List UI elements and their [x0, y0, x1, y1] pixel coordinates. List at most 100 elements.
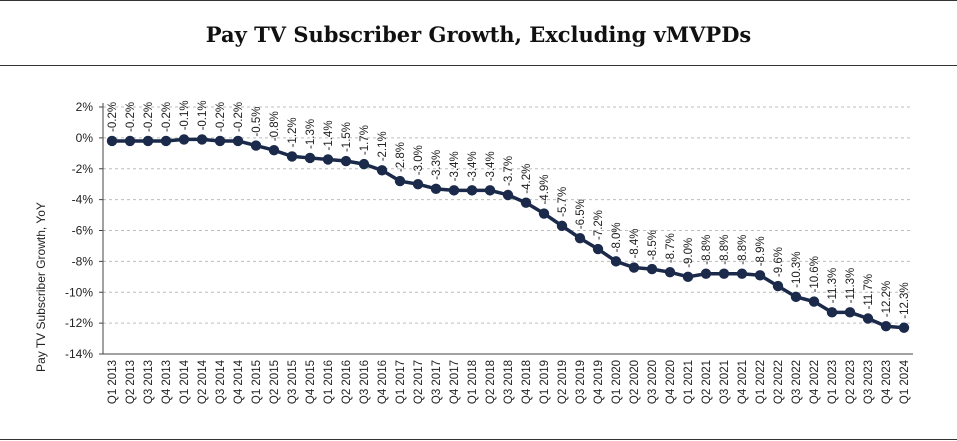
y-tick-label: 2% [76, 100, 94, 114]
data-point [250, 140, 262, 151]
x-tick-label: Q1 2017 [395, 360, 407, 404]
data-label: -3.4% [467, 151, 479, 181]
y-tick-labels: 2% 0% -2% -4% -6% -8% -10% -12% -14% [65, 100, 93, 361]
line-chart: -0.2% -0.2% -0.2% -0.2% -0.1% -0.1% -0.2% -0.2%… [34, 100, 913, 404]
data-point [700, 268, 712, 279]
data-label: -0.8% [269, 111, 281, 141]
data-point [664, 266, 676, 278]
data-point [772, 280, 784, 292]
x-tick-label: Q3 2017 [431, 360, 443, 404]
data-point [790, 291, 802, 303]
data-point [610, 256, 622, 267]
data-point [592, 243, 604, 255]
y-tick-label: -6% [72, 224, 94, 238]
data-label: -1.2% [287, 117, 299, 147]
data-point [268, 145, 280, 156]
x-tick-label: Q3 2022 [791, 360, 803, 404]
x-tick-label: Q4 2020 [665, 360, 677, 404]
x-tick-label: Q1 2014 [179, 359, 191, 404]
data-point [214, 135, 226, 147]
x-tick-label: Q1 2019 [539, 360, 551, 404]
x-tick-label: Q4 2017 [449, 360, 461, 404]
data-label: -11.3% [827, 268, 839, 304]
x-tick-label: Q1 2021 [683, 360, 695, 404]
data-label: -12.3% [899, 282, 911, 318]
data-point [412, 178, 424, 190]
x-tick-label: Q4 2022 [809, 360, 821, 404]
data-point [376, 165, 388, 176]
x-tick-label: Q3 2020 [647, 360, 659, 404]
y-tick-label: -10% [65, 285, 93, 299]
data-label: -0.2% [107, 102, 119, 132]
x-tick-label: Q3 2015 [287, 360, 299, 404]
x-tick-label: Q3 2019 [575, 360, 587, 404]
y-tick-label: -2% [72, 162, 94, 176]
data-label: -9.6% [773, 247, 785, 277]
x-tick-label: Q2 2014 [197, 359, 209, 404]
x-tick-label: Q3 2016 [359, 360, 371, 404]
top-rule [0, 0, 957, 1]
data-label: -3.7% [503, 156, 515, 186]
data-label: -8.5% [647, 230, 659, 260]
data-point [394, 175, 406, 187]
x-tick-label: Q4 2016 [377, 360, 389, 404]
data-label: -8.7% [665, 233, 677, 263]
x-tick-label: Q2 2023 [845, 360, 857, 404]
data-label: -11.3% [845, 268, 857, 304]
data-label: -8.0% [611, 222, 623, 252]
x-tick-label: Q4 2014 [233, 359, 245, 404]
data-label: -11.7% [863, 274, 875, 310]
data-label: -7.2% [593, 210, 605, 240]
data-label: -0.1% [179, 100, 191, 130]
title-rule [0, 65, 957, 66]
data-label: -1.4% [323, 120, 335, 150]
x-tick-label: Q1 2024 [899, 359, 911, 404]
data-label: -2.8% [395, 142, 407, 172]
data-label: -8.8% [701, 235, 713, 265]
data-label: -2.1% [377, 131, 389, 161]
data-point [754, 270, 766, 281]
data-point [484, 185, 496, 196]
x-tick-label: Q2 2013 [125, 360, 137, 404]
data-point [556, 220, 568, 232]
y-axis-title: Pay TV Subscriber Growth, YoY [34, 202, 48, 372]
data-point [898, 322, 910, 333]
x-tick-label: Q2 2021 [701, 360, 713, 404]
x-tick-label: Q2 2019 [557, 360, 569, 404]
x-tick-label: Q2 2018 [485, 360, 497, 404]
y-tick-label: -12% [65, 316, 93, 330]
data-point [286, 151, 298, 162]
data-point [862, 313, 874, 324]
data-point [232, 135, 244, 147]
x-tick-label: Q1 2015 [251, 360, 263, 404]
x-tick-label: Q3 2018 [503, 360, 515, 404]
data-label: -5.7% [557, 187, 569, 217]
data-label: -8.8% [737, 235, 749, 265]
data-point [106, 135, 118, 147]
x-tick-label: Q4 2018 [521, 360, 533, 404]
data-point [160, 135, 172, 147]
data-point [520, 197, 532, 208]
data-label: -12.2% [881, 281, 893, 317]
x-tick-label: Q2 2017 [413, 360, 425, 404]
data-point [340, 155, 352, 167]
data-label: -8.8% [719, 235, 731, 265]
grid-lines [103, 106, 913, 324]
data-point [430, 183, 442, 195]
x-tick-label: Q3 2021 [719, 360, 731, 404]
data-label: -3.4% [485, 151, 497, 181]
data-point [628, 262, 640, 273]
data-point [826, 307, 838, 318]
data-label: -1.3% [305, 119, 317, 149]
data-label: -6.5% [575, 199, 587, 229]
bottom-rule [0, 439, 957, 440]
data-label: -3.0% [413, 145, 425, 175]
x-tick-label: Q2 2015 [269, 360, 281, 404]
data-point [142, 135, 154, 147]
data-point [808, 296, 820, 307]
x-tick-label: Q4 2023 [881, 360, 893, 404]
data-point [178, 134, 190, 145]
data-label: -0.2% [125, 102, 137, 132]
data-point [124, 135, 136, 147]
data-point [736, 268, 748, 279]
